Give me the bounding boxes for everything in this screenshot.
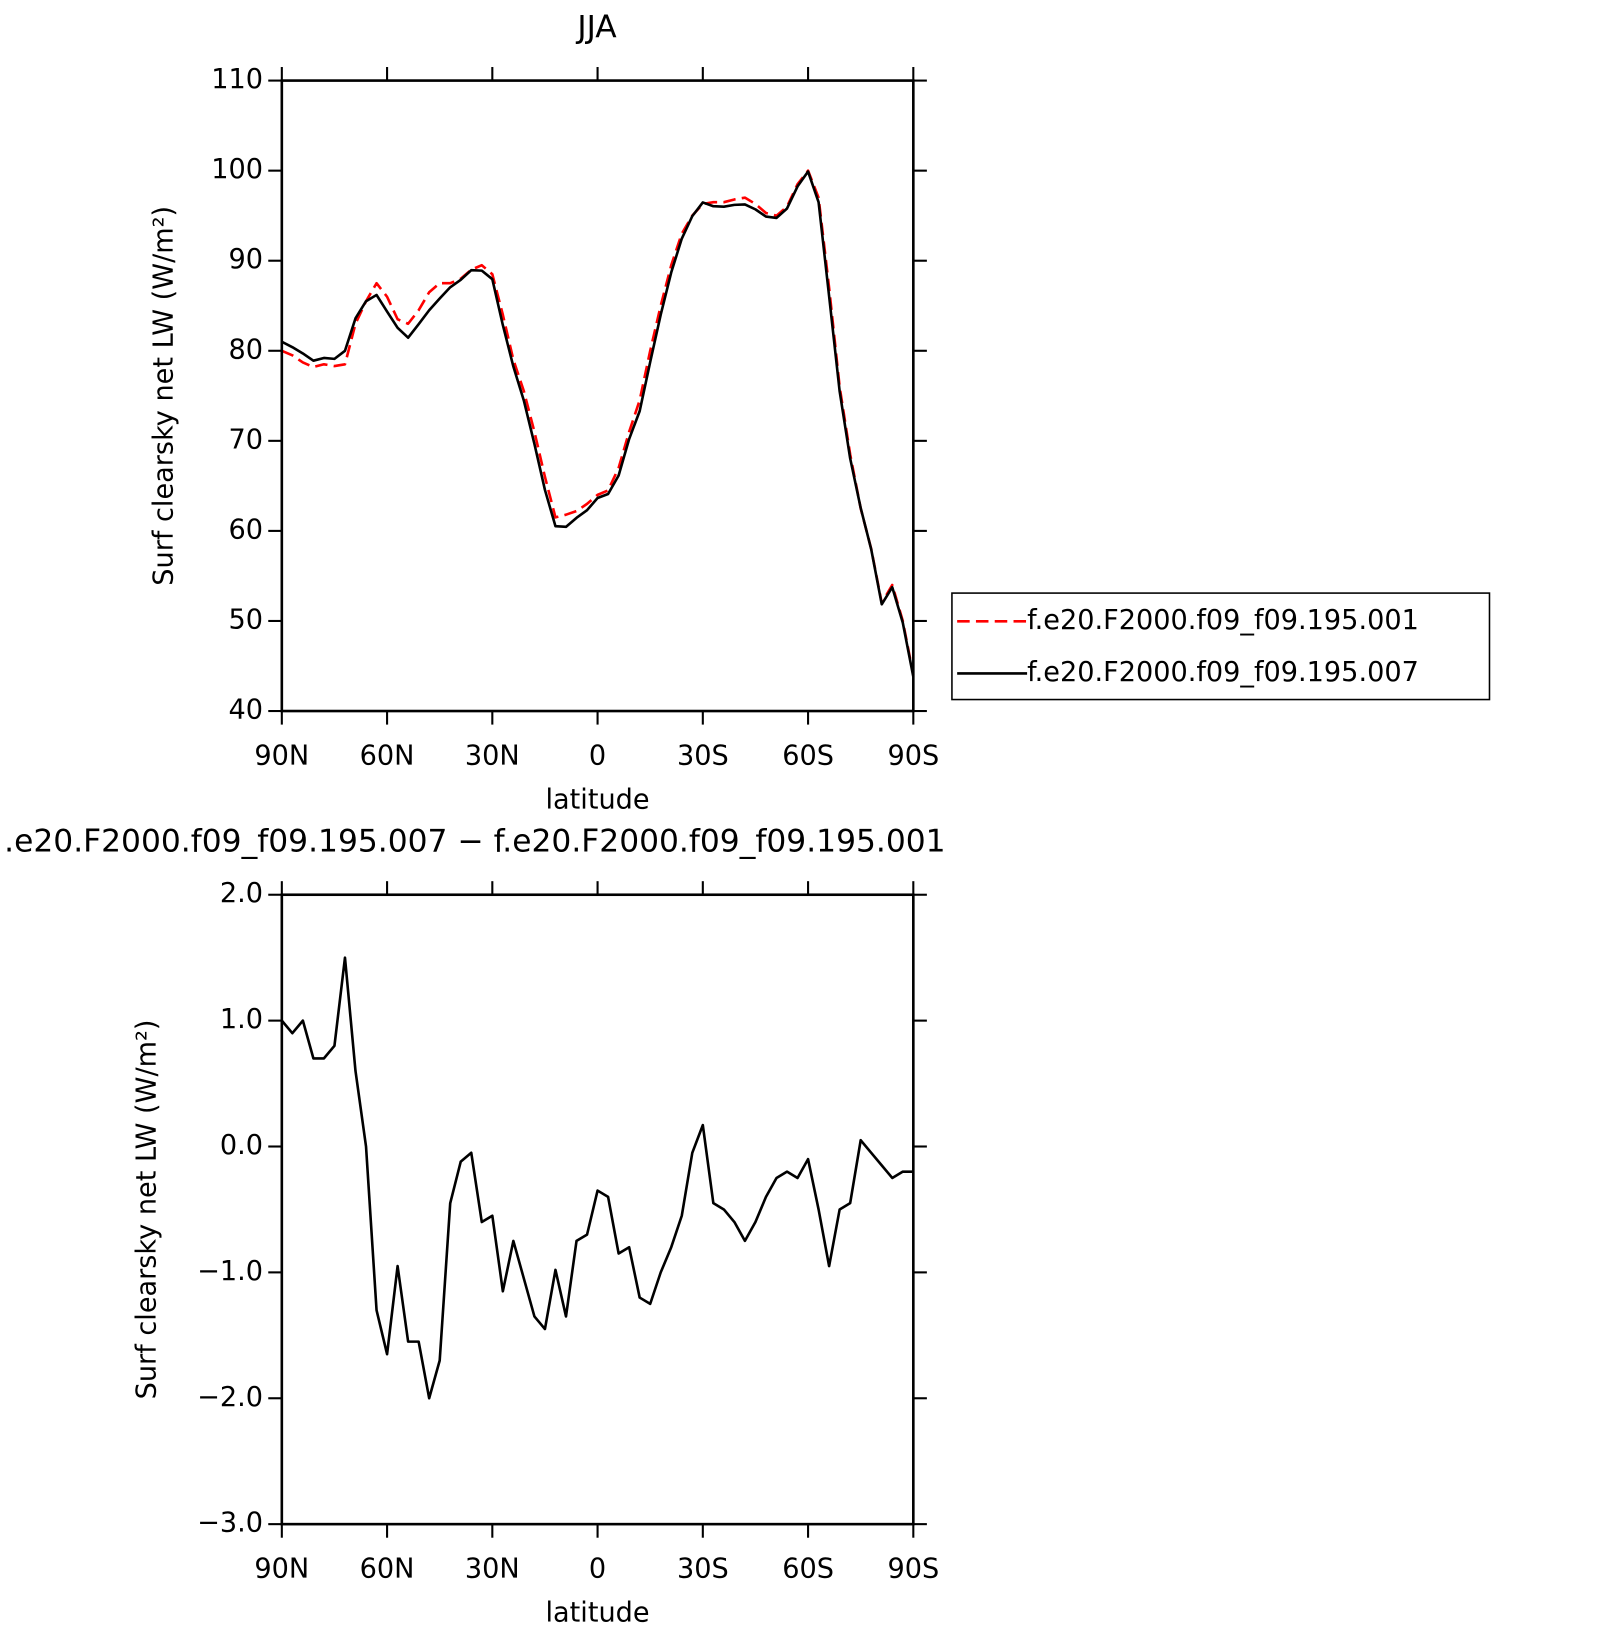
y-tick-label: 100 bbox=[211, 154, 263, 185]
data-line bbox=[281, 169, 915, 676]
data-line bbox=[281, 170, 915, 678]
data-line bbox=[280, 956, 914, 1400]
plot-frame bbox=[280, 893, 915, 1526]
y-tick-label: 1.0 bbox=[220, 1004, 263, 1035]
y-tick-label: 110 bbox=[211, 64, 263, 95]
x-tick-label: 90S bbox=[887, 740, 939, 771]
y-tick-label: 60 bbox=[229, 514, 264, 545]
x-axis-label: latitude bbox=[546, 784, 650, 815]
x-tick-label: 0 bbox=[589, 740, 606, 771]
y-tick-label: −3.0 bbox=[197, 1508, 263, 1539]
x-tick-label: 30S bbox=[677, 1554, 729, 1585]
y-tick-label: 2.0 bbox=[220, 878, 263, 909]
y-tick-label: 80 bbox=[229, 334, 264, 365]
x-tick-label: 60N bbox=[360, 1554, 415, 1585]
y-tick-label: 90 bbox=[229, 244, 264, 275]
x-axis-label: latitude bbox=[546, 1597, 650, 1628]
y-axis-label: Surf clearsky net LW (W/m²) bbox=[148, 206, 179, 586]
legend-label: f.e20.F2000.f09_f09.195.001 bbox=[1027, 605, 1419, 636]
x-tick-label: 90S bbox=[887, 1554, 939, 1585]
legend-label: f.e20.F2000.f09_f09.195.007 bbox=[1027, 657, 1419, 688]
y-tick-label: −1.0 bbox=[197, 1256, 263, 1287]
y-tick-label: −2.0 bbox=[197, 1382, 263, 1413]
y-axis-label: Surf clearsky net LW (W/m²) bbox=[132, 1020, 163, 1400]
x-tick-label: 60N bbox=[360, 740, 415, 771]
y-tick-label: 40 bbox=[229, 695, 264, 726]
x-tick-label: 90N bbox=[254, 740, 309, 771]
y-tick-label: 70 bbox=[229, 424, 264, 455]
y-tick-label: 0.0 bbox=[220, 1130, 263, 1161]
chart-title: JJA bbox=[575, 9, 617, 45]
x-tick-label: 30S bbox=[677, 740, 729, 771]
chart-title: .e20.F2000.f09_f09.195.007 − f.e20.F2000… bbox=[4, 824, 945, 860]
x-tick-label: 60S bbox=[782, 740, 834, 771]
legend-box bbox=[951, 592, 1491, 701]
x-tick-label: 60S bbox=[782, 1554, 834, 1585]
x-tick-label: 30N bbox=[465, 740, 520, 771]
x-tick-label: 90N bbox=[254, 1554, 309, 1585]
x-tick-label: 30N bbox=[465, 1554, 520, 1585]
x-tick-label: 0 bbox=[589, 1554, 606, 1585]
y-tick-label: 50 bbox=[229, 604, 264, 635]
plot-frame bbox=[280, 79, 915, 713]
